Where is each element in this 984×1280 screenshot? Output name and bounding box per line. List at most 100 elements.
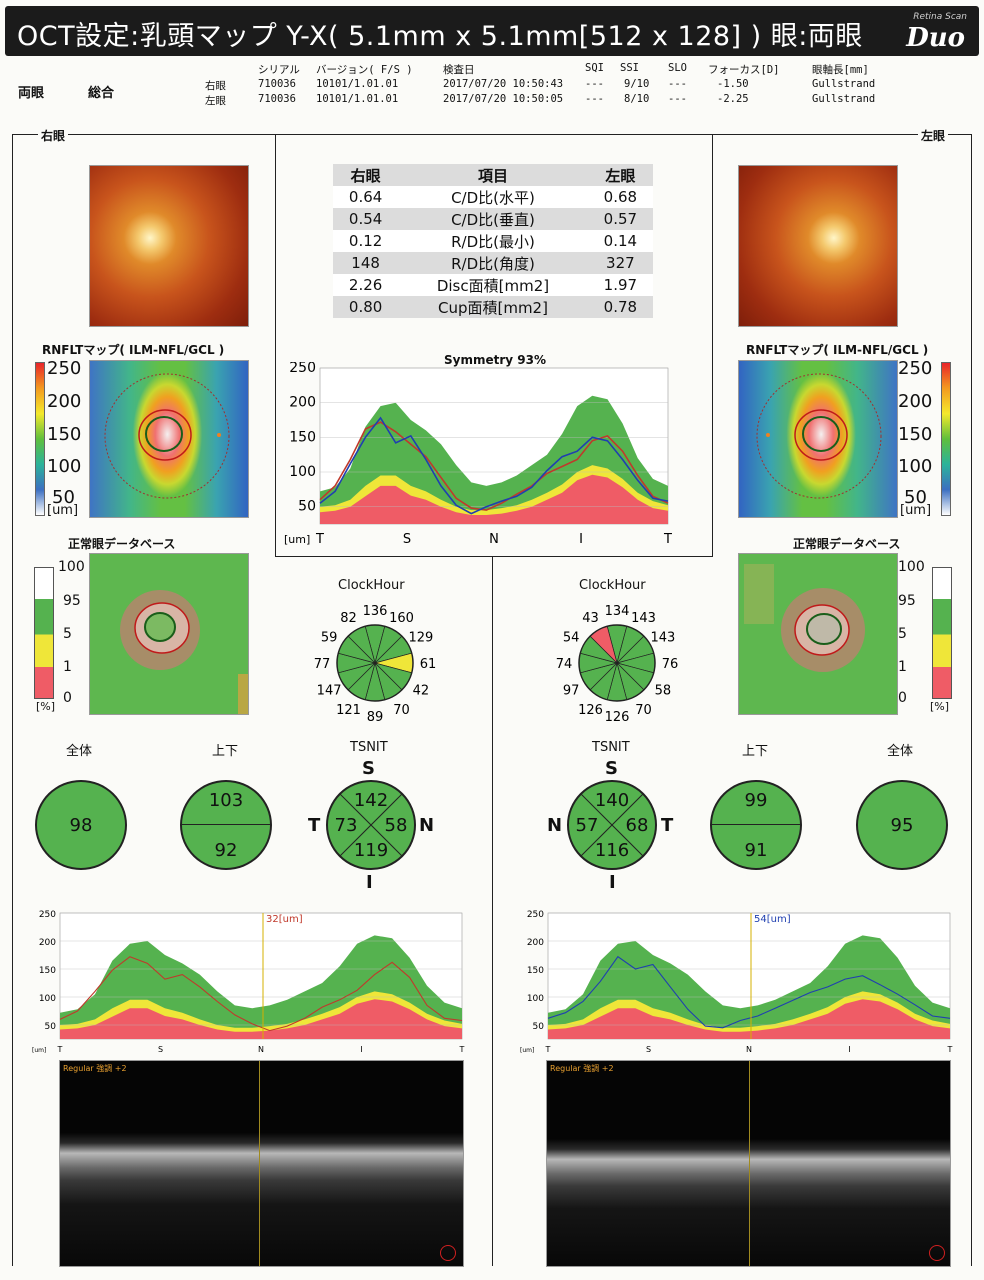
left-pct-5: 5 [898, 626, 907, 642]
right-scale-200: 200 [47, 391, 82, 412]
center-box-left [275, 134, 276, 556]
x-tick-label: I [848, 1045, 850, 1054]
y-tick-label: 200 [289, 395, 316, 411]
right-scale-150: 150 [47, 424, 82, 445]
row-axial: Gullstrand [812, 78, 876, 90]
row-sqi: --- [585, 78, 604, 90]
left-pct-1: 1 [898, 659, 907, 675]
right-bscan-image: Regular 強調 +2 [59, 1060, 464, 1267]
right-tsnit-T: 73 [334, 815, 358, 836]
right-bscan-label: Regular 強調 +2 [63, 1064, 127, 1073]
left-fundus-image [738, 165, 898, 327]
y-tick-label: 100 [39, 994, 56, 1004]
right-rnflt-map [89, 360, 249, 518]
left-cursor-value: 54[um] [754, 914, 791, 925]
col-ssi: SSI [620, 62, 639, 74]
table-row: 0.12 R/D比(最小) 0.14 [333, 230, 653, 252]
clock-value: 143 [650, 631, 675, 646]
cup-outline [145, 416, 183, 452]
comparison-table: 右眼 項目 左眼 0.64 C/D比(水平) 0.68 0.54 C/D比(垂直) 0.… [333, 164, 653, 318]
clock-value: 74 [556, 657, 573, 672]
clock-value: 82 [340, 611, 357, 626]
y-unit-label: [um] [284, 533, 310, 546]
y-unit-label: [um] [520, 1047, 534, 1054]
table-header-item: 項目 [477, 166, 508, 185]
x-tick-label: T [663, 532, 672, 546]
clock-value: 61 [420, 657, 437, 672]
clock-value: 43 [582, 611, 599, 626]
symmetry-title: Symmetry 93% [444, 353, 546, 367]
left-pct-100: 100 [898, 559, 925, 575]
left-updown-circle [710, 780, 802, 870]
x-tick-label: T [545, 1045, 551, 1054]
center-box-bottom [275, 556, 713, 557]
col-sqi: SQI [585, 62, 604, 74]
col-slo: SLO [668, 62, 687, 74]
clock-value: 42 [413, 684, 430, 699]
right-updown-divider [182, 824, 270, 825]
right-pct-5: 5 [63, 626, 72, 642]
table-cell: Disc面積[mm2] [436, 276, 550, 295]
left-tsnit-I-letter: I [609, 872, 616, 893]
clock-value: 126 [605, 710, 630, 725]
left-updown-label: 上下 [742, 744, 769, 759]
clock-value: 70 [635, 703, 652, 718]
left-bscan-label: Regular 強調 +2 [550, 1064, 614, 1073]
right-scale-unit: [um] [47, 503, 79, 518]
row-slo: --- [668, 93, 687, 105]
table-cell: 0.54 [348, 210, 383, 228]
table-cell: 2.26 [348, 276, 383, 294]
series-line [319, 421, 669, 511]
right-total-circle [35, 780, 127, 870]
disc-outline [794, 409, 848, 461]
right-pct-100: 100 [58, 559, 85, 575]
left-tsnit-T: 68 [625, 815, 649, 836]
row-sqi: --- [585, 93, 604, 105]
clock-value: 134 [605, 604, 630, 619]
left-bscan-image: Regular 強調 +2 [546, 1060, 951, 1267]
table-row: 2.26 Disc面積[mm2] 1.97 [333, 274, 653, 296]
y-tick-label: 250 [527, 910, 544, 920]
left-bscan-indicator [929, 1245, 945, 1261]
right-pct-unit: [%] [36, 700, 56, 713]
clock-value: 160 [389, 611, 414, 626]
right-total-label: 全体 [66, 744, 93, 759]
right-scale-100: 100 [47, 456, 82, 477]
frame-right-line [971, 134, 972, 1266]
header-bar: OCT設定:乳頭マップ Y-X( 5.1mm x 5.1mm[512 x 128… [5, 6, 979, 56]
col-focus: フォーカス[D] [708, 64, 780, 76]
x-tick-label: N [489, 532, 499, 546]
fovea-marker [217, 433, 221, 437]
clock-value: 136 [363, 604, 388, 619]
left-rnflt-map [738, 360, 898, 518]
right-lower-value: 92 [214, 840, 238, 861]
y-tick-label: 50 [45, 1022, 57, 1032]
row-date: 2017/07/20 10:50:05 [443, 93, 564, 105]
left-pct-unit: [%] [930, 700, 950, 713]
symmetry-chart: 50 100 150 200 250 T S N I T [um] [284, 362, 672, 546]
right-total-value: 98 [69, 815, 93, 836]
row-serial: 710036 [258, 93, 296, 105]
left-tsnit-I: 116 [594, 840, 630, 861]
table-cell: 0.80 [348, 298, 383, 316]
x-tick-label: S [158, 1045, 163, 1054]
table-cell: 148 [351, 254, 380, 272]
table-cell: C/D比(垂直) [451, 210, 535, 229]
right-normaldb-map [89, 553, 249, 715]
table-cell: 0.12 [348, 232, 383, 250]
left-tsnit-S: 140 [594, 790, 630, 811]
scan-circle [104, 373, 230, 499]
x-tick-label: N [258, 1045, 264, 1054]
right-bscan-cursor [259, 1061, 260, 1266]
table-row: 0.64 C/D比(水平) 0.68 [333, 186, 653, 208]
fovea-marker [766, 433, 770, 437]
y-tick-label: 200 [527, 938, 544, 948]
table-row: 0.54 C/D比(垂直) 0.57 [333, 208, 653, 230]
left-tsnit-chart: 50 100 150 200 250 T S N I T [um] [520, 910, 953, 1054]
brand-subtitle: Retina Scan [913, 12, 967, 22]
right-tsnit-chart: 50 100 150 200 250 T S N I T [um] [32, 910, 465, 1054]
eye-label: 両眼 [18, 86, 45, 101]
row-focus: -2.25 [717, 93, 749, 105]
right-upper-value: 103 [208, 790, 244, 811]
